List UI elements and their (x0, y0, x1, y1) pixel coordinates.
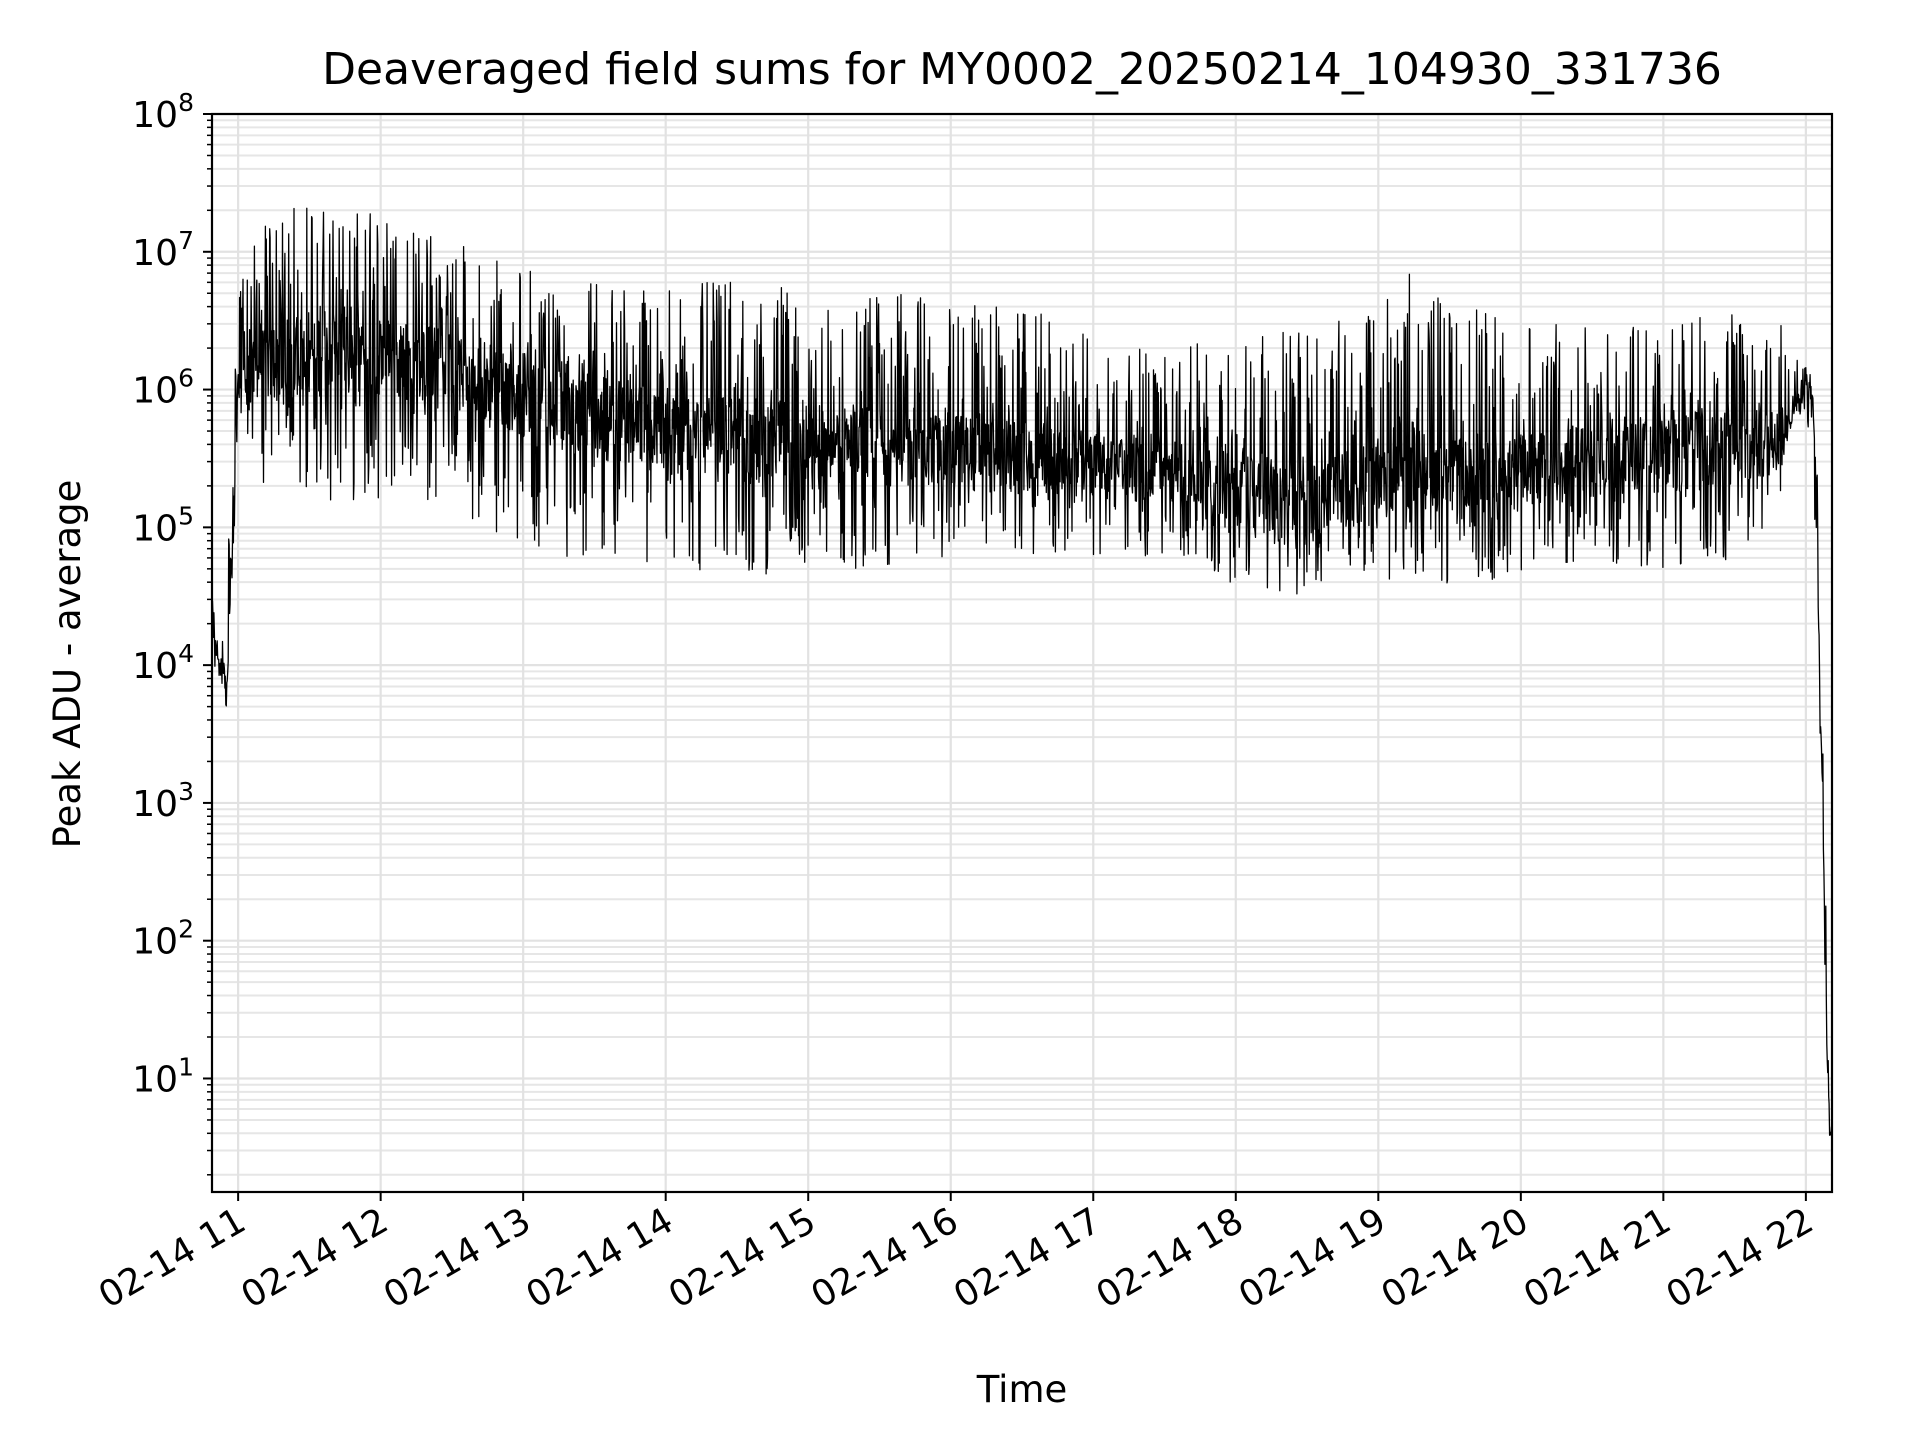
y-axis-title: Peak ADU - average (46, 480, 89, 849)
y-tick-label: 107 (132, 226, 194, 274)
y-tick-label: 105 (132, 501, 194, 549)
y-tick-label: 102 (132, 915, 194, 963)
data-series (211, 207, 1833, 1136)
y-tick-label: 103 (132, 777, 194, 825)
y-tick-label: 104 (132, 639, 194, 687)
y-tick-label: 101 (132, 1052, 194, 1100)
y-tick-label: 108 (132, 88, 194, 136)
y-tick-label: 106 (132, 364, 194, 412)
plot-frame (210, 112, 1834, 1194)
x-axis-title: Time (976, 1368, 1068, 1411)
series-line (211, 207, 1833, 1136)
chart-title: Deaveraged field sums for MY0002_2025021… (322, 44, 1722, 95)
